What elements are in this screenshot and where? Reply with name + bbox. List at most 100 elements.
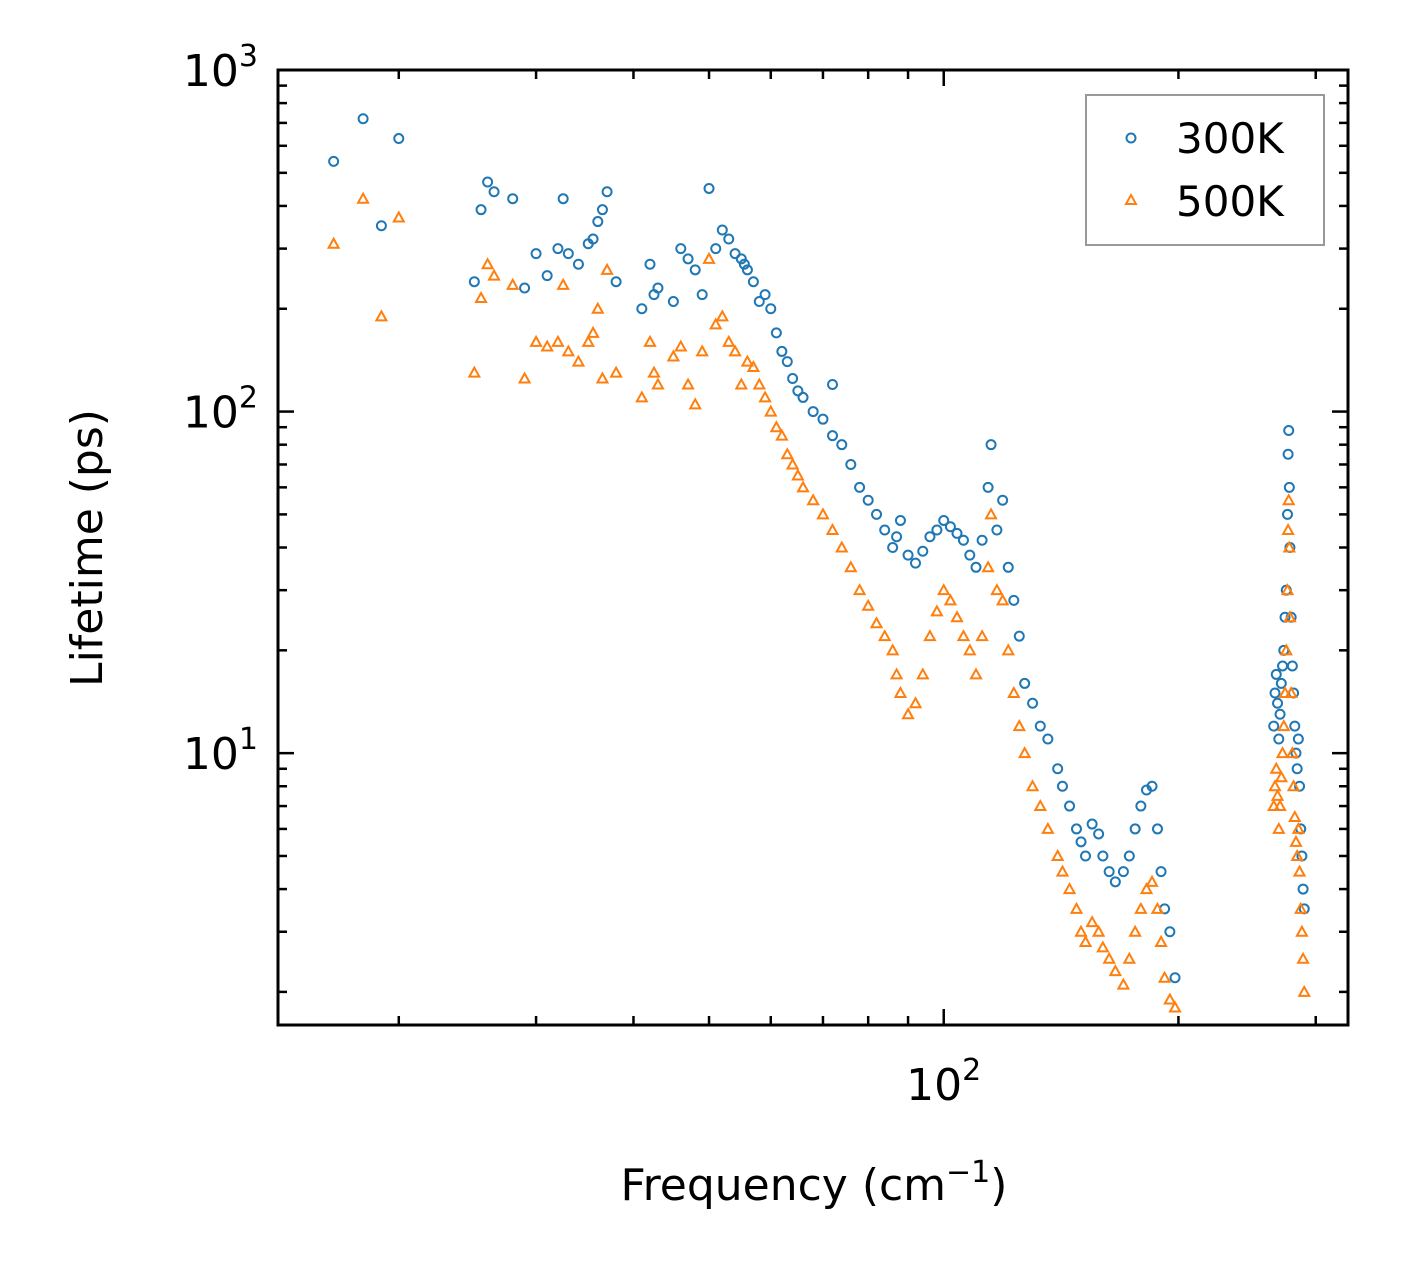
point-500k xyxy=(326,236,341,249)
point-500k xyxy=(937,583,951,596)
point-500k xyxy=(595,371,610,384)
point-500k xyxy=(764,404,778,417)
point-500k xyxy=(1288,809,1302,823)
legend-label-300k: 300K xyxy=(1176,114,1285,163)
point-500k xyxy=(1272,821,1286,834)
point-500k xyxy=(1050,848,1065,861)
point-500k xyxy=(1296,951,1310,964)
point-500k xyxy=(877,629,892,642)
point-500k xyxy=(1277,719,1291,732)
point-300k xyxy=(944,521,956,533)
point-500k xyxy=(1012,719,1026,732)
point-300k xyxy=(817,413,829,425)
point-500k xyxy=(1145,874,1159,887)
point-500k xyxy=(1139,882,1154,895)
point-300k xyxy=(1292,733,1304,745)
point-300k xyxy=(357,113,369,125)
point-300k xyxy=(710,243,722,255)
point-500k xyxy=(474,290,488,304)
point-300k xyxy=(924,531,936,543)
point-500k xyxy=(835,540,849,553)
point-300k xyxy=(667,296,679,308)
point-500k xyxy=(1102,951,1116,964)
point-300k xyxy=(862,494,874,506)
point-500k xyxy=(984,507,998,520)
point-500k xyxy=(517,371,532,384)
x-axis-label: Frequency (cm−1) xyxy=(621,1155,1008,1211)
point-500k xyxy=(1269,761,1283,774)
point-300k xyxy=(1151,823,1163,835)
point-500k xyxy=(1295,924,1309,937)
point-300k xyxy=(781,356,793,368)
point-300k xyxy=(735,253,747,265)
point-300k xyxy=(652,282,664,294)
point-500k xyxy=(1268,779,1282,792)
point-500k xyxy=(651,377,665,390)
point-500k xyxy=(825,522,840,536)
point-500k xyxy=(1062,882,1077,895)
point-300k xyxy=(770,327,782,339)
point-300k xyxy=(1013,630,1025,642)
point-300k xyxy=(1270,668,1282,680)
point-300k xyxy=(552,243,564,255)
point-500k xyxy=(647,365,661,378)
point-300k xyxy=(1064,800,1076,812)
point-300k xyxy=(675,243,687,255)
point-300k xyxy=(689,264,701,276)
point-300k xyxy=(1169,972,1181,984)
point-500k xyxy=(916,667,930,680)
point-500k xyxy=(715,309,730,322)
point-300k xyxy=(682,253,694,265)
point-300k xyxy=(887,542,899,553)
point-300k xyxy=(982,481,994,493)
point-500k xyxy=(1294,901,1308,914)
point-500k xyxy=(591,301,605,314)
legend-marker-300k xyxy=(1125,132,1137,144)
point-500k xyxy=(1273,798,1287,812)
point-300k xyxy=(1283,481,1295,493)
point-300k xyxy=(1268,720,1280,732)
point-300k xyxy=(997,494,1009,506)
point-300k xyxy=(891,531,903,543)
point-500k xyxy=(556,277,570,290)
point-300k xyxy=(951,527,963,539)
point-300k xyxy=(845,458,857,470)
point-300k xyxy=(1281,508,1293,520)
point-300k xyxy=(1052,763,1064,775)
scatter-points-layer xyxy=(326,113,1311,1013)
point-500k xyxy=(844,560,858,573)
point-500k xyxy=(1168,1000,1182,1013)
point-500k xyxy=(1282,540,1297,553)
point-300k xyxy=(592,216,604,228)
point-300k xyxy=(1117,866,1129,878)
point-500k xyxy=(540,339,554,352)
point-500k xyxy=(600,262,614,275)
point-500k xyxy=(1270,788,1285,801)
point-300k xyxy=(1042,733,1054,745)
point-500k xyxy=(722,334,736,347)
point-300k xyxy=(787,372,799,384)
point-500k xyxy=(923,629,937,642)
point-300k xyxy=(1282,448,1294,460)
point-500k xyxy=(975,629,989,642)
point-300k xyxy=(562,248,574,260)
point-500k xyxy=(1007,685,1021,698)
point-500k xyxy=(1157,970,1172,983)
point-500k xyxy=(609,365,623,378)
point-500k xyxy=(769,420,784,433)
point-300k xyxy=(792,385,804,397)
legend: 300K 500K xyxy=(1085,94,1325,246)
point-500k xyxy=(1290,848,1304,861)
point-500k xyxy=(1163,992,1177,1005)
point-500k xyxy=(791,468,805,481)
point-300k xyxy=(991,524,1003,536)
point-300k xyxy=(776,345,788,357)
point-300k xyxy=(797,391,809,403)
point-500k xyxy=(963,643,977,656)
point-300k xyxy=(910,557,921,569)
point-500k xyxy=(1055,864,1070,877)
point-300k xyxy=(375,220,387,232)
point-300k xyxy=(1008,594,1020,606)
legend-box xyxy=(1085,94,1325,246)
